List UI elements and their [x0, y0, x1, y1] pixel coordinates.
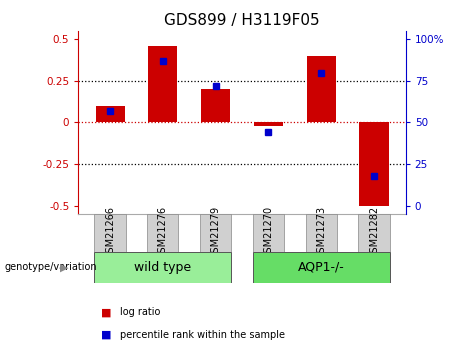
- Bar: [95, 106, 124, 122]
- Bar: [201, 89, 230, 122]
- Bar: [95, 214, 125, 252]
- Bar: [306, 214, 337, 252]
- Bar: [253, 214, 284, 252]
- Bar: [147, 214, 178, 252]
- Title: GDS899 / H3119F05: GDS899 / H3119F05: [164, 13, 320, 29]
- Text: ■: ■: [101, 307, 112, 317]
- Text: ▶: ▶: [60, 263, 69, 272]
- Text: percentile rank within the sample: percentile rank within the sample: [120, 330, 285, 339]
- Bar: [359, 214, 390, 252]
- Text: GSM21282: GSM21282: [369, 206, 379, 259]
- Bar: [307, 56, 336, 122]
- Text: GSM21273: GSM21273: [316, 206, 326, 259]
- Text: AQP1-/-: AQP1-/-: [298, 261, 344, 274]
- Text: GSM21276: GSM21276: [158, 206, 168, 259]
- Text: GSM21266: GSM21266: [105, 206, 115, 259]
- Text: GSM21279: GSM21279: [211, 206, 221, 259]
- Text: ■: ■: [101, 330, 112, 339]
- Bar: [254, 122, 283, 126]
- Text: genotype/variation: genotype/variation: [5, 263, 97, 272]
- Text: log ratio: log ratio: [120, 307, 160, 317]
- Text: GSM21270: GSM21270: [263, 206, 273, 259]
- Text: wild type: wild type: [134, 261, 191, 274]
- Bar: [253, 252, 390, 283]
- Bar: [360, 122, 389, 206]
- Bar: [200, 214, 231, 252]
- Bar: [148, 46, 177, 122]
- Bar: [95, 252, 231, 283]
